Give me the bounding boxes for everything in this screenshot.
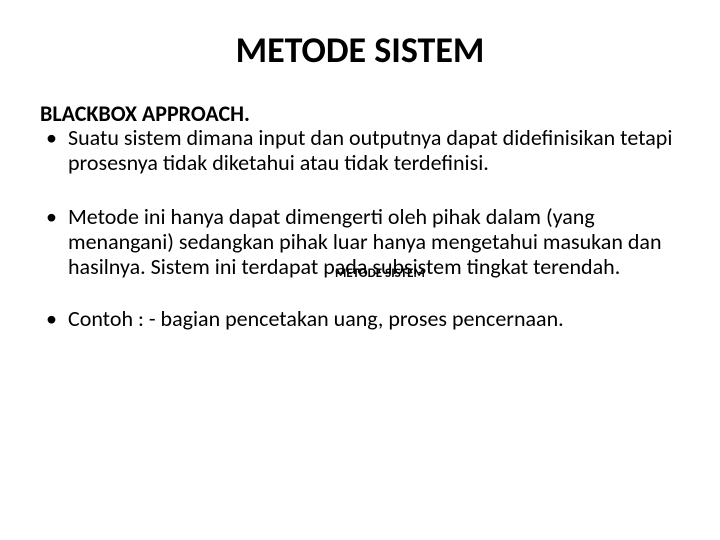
bullet-list: Suatu sistem dimana input dan outputnya … [40, 126, 680, 332]
slide-title: METODE SISTEM [40, 28, 680, 72]
mid-label: METODE SISTEM [335, 266, 425, 281]
bullet-item: Suatu sistem dimana input dan outputnya … [40, 126, 680, 175]
bullet-item: Contoh : - bagian pencetakan uang, prose… [40, 307, 680, 332]
slide-content: METODE SISTEM BLACKBOX APPROACH. Suatu s… [40, 28, 680, 332]
section-heading: BLACKBOX APPROACH. [40, 102, 680, 126]
